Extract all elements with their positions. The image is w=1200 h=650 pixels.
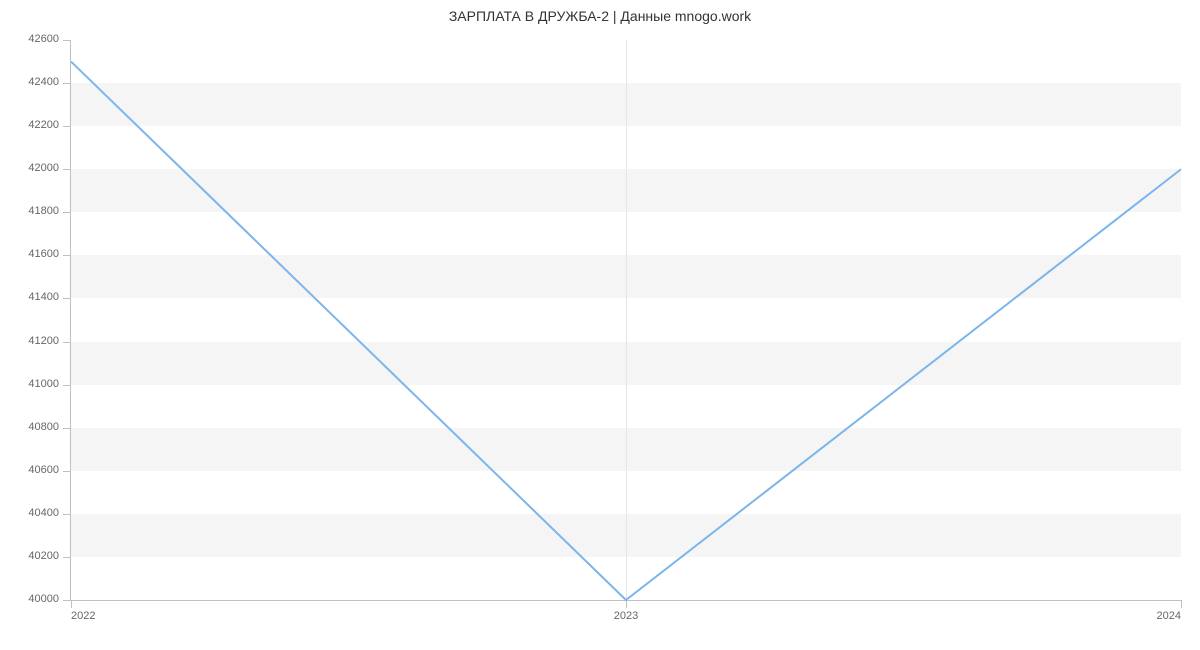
series-line-salary [71,62,1181,600]
line-layer [71,40,1181,600]
y-tick-mark [63,514,71,515]
y-tick-mark [63,255,71,256]
y-tick-mark [63,385,71,386]
y-tick-label: 42200 [9,119,59,131]
x-tick-mark [1181,600,1182,608]
x-tick-label: 2022 [71,610,131,622]
plot-area: 4000040200404004060040800410004120041400… [70,40,1181,601]
y-tick-label: 40000 [9,593,59,605]
y-tick-label: 41400 [9,291,59,303]
y-tick-label: 40800 [9,421,59,433]
y-tick-label: 40400 [9,507,59,519]
y-tick-label: 41000 [9,378,59,390]
y-tick-label: 41200 [9,335,59,347]
y-tick-mark [63,298,71,299]
x-tick-label: 2023 [596,610,656,622]
y-tick-mark [63,40,71,41]
y-tick-mark [63,126,71,127]
y-tick-mark [63,342,71,343]
y-tick-mark [63,212,71,213]
chart-title: ЗАРПЛАТА В ДРУЖБА-2 | Данные mnogo.work [0,8,1200,24]
y-tick-mark [63,557,71,558]
y-tick-label: 41600 [9,248,59,260]
y-tick-label: 41800 [9,205,59,217]
y-tick-label: 40200 [9,550,59,562]
y-tick-mark [63,471,71,472]
y-tick-label: 42400 [9,76,59,88]
x-tick-label: 2024 [1121,610,1181,622]
y-tick-label: 40600 [9,464,59,476]
y-tick-label: 42600 [9,33,59,45]
y-tick-mark [63,169,71,170]
y-tick-label: 42000 [9,162,59,174]
x-tick-mark [71,600,72,608]
x-tick-mark [626,600,627,608]
y-tick-mark [63,600,71,601]
salary-line-chart: ЗАРПЛАТА В ДРУЖБА-2 | Данные mnogo.work … [0,0,1200,650]
y-tick-mark [63,83,71,84]
y-tick-mark [63,428,71,429]
